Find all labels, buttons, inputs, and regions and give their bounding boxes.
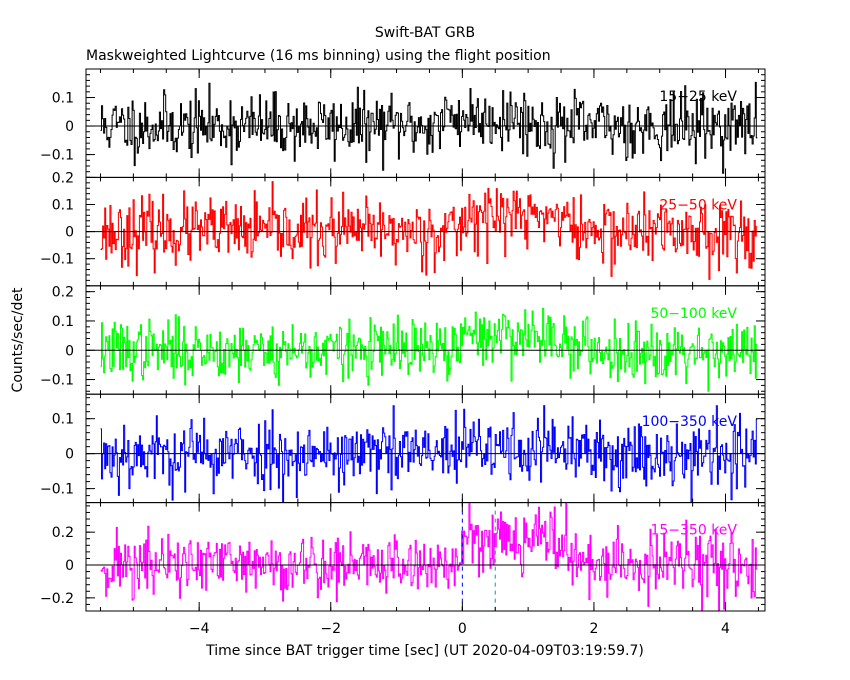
y-tick-label: 0.1 xyxy=(52,314,74,330)
chart-subtitle: Maskweighted Lightcurve (16 ms binning) … xyxy=(86,48,551,64)
panels-group: −0.100.1 15−25 keV−0.100.10.225−50 keV−0.… xyxy=(40,68,766,637)
y-tick-label: −0.1 xyxy=(40,252,74,268)
y-tick-label: 0.2 xyxy=(52,170,74,186)
lightcurve-series xyxy=(100,81,758,174)
x-tick-label: 0 xyxy=(458,621,467,637)
panel-50-100-kev: −0.1 0 0.1 0.2 50−100 keV xyxy=(40,285,766,395)
y-tick-label: −0.2 xyxy=(40,591,74,607)
band-label: 15−25 keV xyxy=(659,89,737,105)
y-tick-label: 0 xyxy=(65,558,74,574)
lightcurve-series xyxy=(100,181,758,280)
y-tick-label: −0.1 xyxy=(40,148,74,164)
y-tick-label: 0.1 xyxy=(52,91,74,107)
band-label: 15−350 keV xyxy=(650,523,737,539)
y-tick-label: 0.2 xyxy=(52,525,74,541)
chart-title: Swift-BAT GRB xyxy=(375,25,475,41)
lightcurve-series xyxy=(100,502,758,612)
x-tick-label: −2 xyxy=(320,621,341,637)
y-tick-label: −0.1 xyxy=(40,373,74,389)
y-axis-label: Counts/sec/det xyxy=(10,287,26,392)
band-label: 100−350 keV xyxy=(642,414,738,430)
y-tick-label: 0.1 xyxy=(52,198,74,214)
y-tick-label: 0.1 xyxy=(52,412,74,428)
x-tick-label: 2 xyxy=(589,621,598,637)
panel-15-350-kev: −0.2 0 0.2 15−350 keV xyxy=(40,502,766,612)
y-tick-label: 0 xyxy=(65,447,74,463)
band-label: 50−100 keV xyxy=(650,306,737,322)
x-axis-label: Time since BAT trigger time [sec] (UT 20… xyxy=(205,643,644,659)
y-tick-label: 0.2 xyxy=(52,285,74,301)
x-tick-label: 4 xyxy=(721,621,730,637)
y-tick-label: 0 xyxy=(65,119,74,135)
band-label: 25−50 keV xyxy=(659,197,737,213)
y-tick-label: 0 xyxy=(65,343,74,359)
y-tick-label: −0.1 xyxy=(40,482,74,498)
panel-25-50-kev: −0.1 0 0.1 0.2 25−50 keV xyxy=(40,170,766,287)
x-tick-label: −4 xyxy=(189,621,210,637)
panel-100-350-kev: −0.1 0 0.1 100−350 keV xyxy=(40,393,766,504)
y-tick-label: 0 xyxy=(65,225,74,241)
lightcurve-series xyxy=(100,307,758,392)
panel-frame xyxy=(85,502,766,612)
panel-15-25-kev: −0.1 0 0.1 15−25 keV xyxy=(40,68,766,178)
